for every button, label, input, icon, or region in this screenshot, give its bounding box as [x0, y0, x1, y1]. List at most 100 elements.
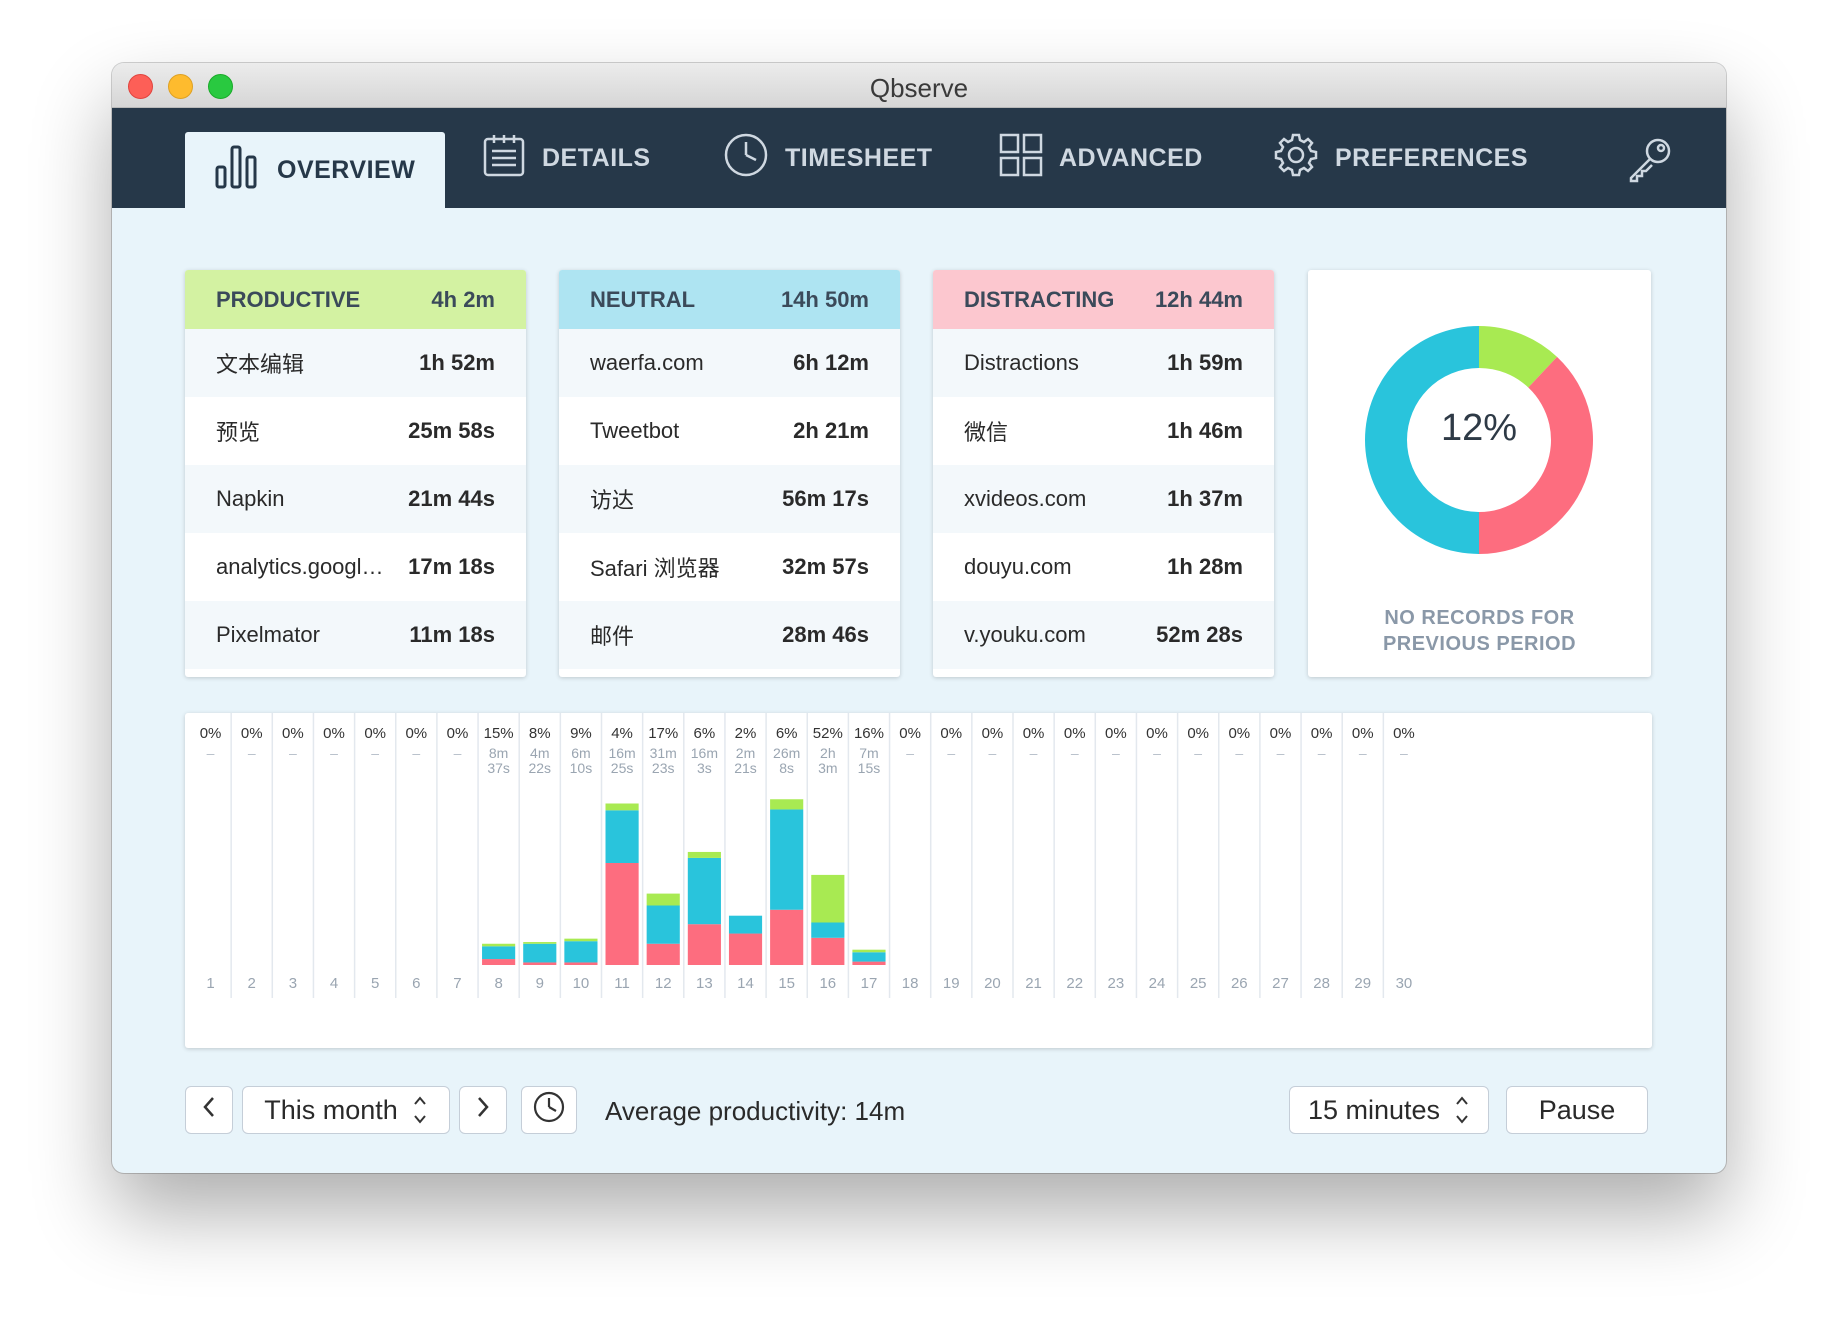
- neutral-bar-day-8[interactable]: [482, 946, 516, 960]
- pause-button[interactable]: Pause: [1506, 1086, 1648, 1134]
- productive-bar-day-10[interactable]: [564, 938, 598, 942]
- grid-icon: [999, 133, 1059, 184]
- item-name: Pixelmator: [216, 622, 320, 647]
- neutral-header[interactable]: NEUTRAL 14h 50m: [559, 270, 900, 329]
- neutral-bar-day-14[interactable]: [728, 915, 763, 934]
- productivity-donut: 12%: [1365, 326, 1593, 554]
- list-item[interactable]: v.youku.com 52m 28s: [933, 601, 1274, 669]
- day-percent-label: 0%: [1146, 725, 1168, 742]
- tab-advanced[interactable]: ADVANCED: [999, 108, 1203, 208]
- tab-overview[interactable]: OVERVIEW: [185, 132, 446, 208]
- neutral-bar-day-16[interactable]: [811, 922, 845, 938]
- productive-bar-day-16[interactable]: [811, 874, 845, 923]
- distracting-bar-day-10[interactable]: [564, 962, 598, 965]
- previous-period-button[interactable]: [185, 1086, 233, 1134]
- history-button[interactable]: [521, 1086, 577, 1134]
- item-name: v.youku.com: [964, 622, 1086, 647]
- day-percent-label: 0%: [364, 725, 386, 742]
- productive-bar-day-8[interactable]: [482, 943, 516, 947]
- productive-bar-day-15[interactable]: [770, 799, 804, 810]
- list-item[interactable]: xvideos.com 1h 37m: [933, 465, 1274, 533]
- list-item[interactable]: waerfa.com 6h 12m: [559, 329, 900, 397]
- day-number-label: 10: [573, 975, 590, 992]
- day-percent-label: 0%: [982, 725, 1004, 742]
- updown-chevrons-icon: [1454, 1093, 1470, 1127]
- list-item[interactable]: douyu.com 1h 28m: [933, 533, 1274, 601]
- day-time-label: –: [906, 745, 914, 761]
- neutral-bar-day-15[interactable]: [770, 809, 804, 910]
- distracting-bar-day-9[interactable]: [523, 962, 557, 965]
- neutral-bar-day-10[interactable]: [564, 941, 598, 963]
- list-item[interactable]: 访达 56m 17s: [559, 465, 900, 533]
- item-value: 25m 58s: [408, 418, 495, 443]
- day-percent-label: 0%: [241, 725, 263, 742]
- day-number-label: 1: [206, 975, 214, 992]
- title-bar: Qbserve: [112, 63, 1726, 108]
- neutral-bar-day-12[interactable]: [646, 905, 680, 944]
- day-time-label: 6m: [571, 745, 590, 761]
- day-percent-label: 52%: [813, 725, 843, 742]
- summary-card[interactable]: 12% NO RECORDS FOR PREVIOUS PERIOD: [1308, 270, 1651, 677]
- distracting-bar-day-12[interactable]: [646, 943, 680, 965]
- list-item[interactable]: 微信 1h 46m: [933, 397, 1274, 465]
- list-item[interactable]: Safari 浏览器 32m 57s: [559, 533, 900, 601]
- productive-header[interactable]: PRODUCTIVE 4h 2m: [185, 270, 526, 329]
- tab-details[interactable]: DETAILS: [482, 108, 651, 208]
- day-number-label: 25: [1190, 975, 1207, 992]
- day-number-label: 26: [1231, 975, 1248, 992]
- productive-bar-day-13[interactable]: [687, 851, 721, 858]
- chevron-right-icon: [475, 1095, 491, 1126]
- productive-bar-day-17[interactable]: [852, 949, 886, 953]
- day-number-label: 4: [330, 975, 338, 992]
- distracting-bar-day-11[interactable]: [605, 863, 639, 965]
- day-time-label: –: [289, 745, 297, 761]
- tab-preferences[interactable]: PREFERENCES: [1273, 108, 1528, 208]
- day-number-label: 2: [248, 975, 256, 992]
- productive-bar-day-9[interactable]: [523, 942, 557, 944]
- distracting-bar-day-15[interactable]: [770, 909, 804, 965]
- neutral-bar-day-13[interactable]: [687, 857, 721, 925]
- neutral-bar-day-17[interactable]: [852, 952, 886, 962]
- tab-timesheet[interactable]: TIMESHEET: [723, 108, 933, 208]
- close-window-button[interactable]: [128, 74, 153, 99]
- list-item[interactable]: 邮件 28m 46s: [559, 601, 900, 669]
- day-number-label: 12: [655, 975, 672, 992]
- item-value: 32m 57s: [782, 554, 869, 579]
- neutral-bar-day-9[interactable]: [523, 943, 557, 963]
- distracting-bar-day-14[interactable]: [728, 933, 763, 965]
- day-time-label: 10s: [570, 760, 593, 776]
- list-item[interactable]: 文本编辑 1h 52m: [185, 329, 526, 397]
- list-item[interactable]: analytics.googl… 17m 18s: [185, 533, 526, 601]
- list-item[interactable]: Napkin 21m 44s: [185, 465, 526, 533]
- distracting-bar-day-16[interactable]: [811, 937, 845, 965]
- day-time-label: 8m: [489, 745, 508, 761]
- zoom-window-button[interactable]: [208, 74, 233, 99]
- day-time-label: 3m: [818, 760, 837, 776]
- distracting-bar-day-13[interactable]: [687, 924, 721, 965]
- period-select[interactable]: This month: [242, 1086, 450, 1134]
- day-time-label: –: [1318, 745, 1326, 761]
- next-period-button[interactable]: [459, 1086, 507, 1134]
- pause-button-label: Pause: [1538, 1094, 1616, 1125]
- day-number-label: 20: [984, 975, 1001, 992]
- day-number-label: 21: [1025, 975, 1042, 992]
- list-item[interactable]: Distractions 1h 59m: [933, 329, 1274, 397]
- distracting-bar-day-8[interactable]: [482, 959, 516, 965]
- item-value: 21m 44s: [408, 486, 495, 511]
- day-time-label: 7m: [859, 745, 878, 761]
- productive-bar-day-12[interactable]: [646, 893, 680, 906]
- list-item[interactable]: Pixelmator 11m 18s: [185, 601, 526, 669]
- tab-timesheet-label: TIMESHEET: [785, 143, 933, 172]
- interval-select[interactable]: 15 minutes: [1289, 1086, 1489, 1134]
- list-item[interactable]: Tweetbot 2h 21m: [559, 397, 900, 465]
- productive-bar-day-11[interactable]: [605, 803, 639, 811]
- list-item[interactable]: 预览 25m 58s: [185, 397, 526, 465]
- neutral-bar-day-11[interactable]: [605, 810, 639, 863]
- distracting-bar-day-17[interactable]: [852, 961, 886, 965]
- day-time-label: –: [371, 745, 379, 761]
- day-time-label: 16m: [608, 745, 635, 761]
- day-percent-label: 17%: [648, 725, 678, 742]
- minimize-window-button[interactable]: [168, 74, 193, 99]
- license-key-button[interactable]: [1626, 136, 1674, 189]
- distracting-header[interactable]: DISTRACTING 12h 44m: [933, 270, 1274, 329]
